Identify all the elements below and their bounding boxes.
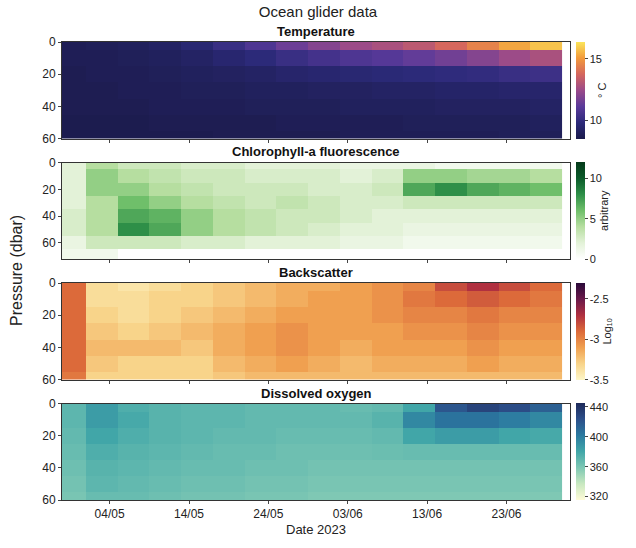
- svg-text:14/05: 14/05: [174, 507, 204, 521]
- svg-text:20: 20: [42, 183, 56, 197]
- svg-text:Pressure (dbar): Pressure (dbar): [8, 215, 25, 326]
- svg-text:60: 60: [42, 373, 56, 387]
- svg-text:10: 10: [590, 114, 602, 126]
- svg-text:Log₁₀: Log₁₀: [601, 318, 613, 345]
- svg-text:-3: -3: [590, 333, 600, 345]
- svg-text:60: 60: [42, 236, 56, 250]
- svg-text:20: 20: [42, 67, 56, 81]
- svg-text:10: 10: [590, 172, 602, 184]
- svg-text:0: 0: [49, 35, 56, 49]
- svg-text:0: 0: [49, 397, 56, 411]
- svg-text:20: 20: [42, 308, 56, 322]
- svg-text:0: 0: [590, 253, 596, 265]
- svg-text:Ocean glider data: Ocean glider data: [259, 3, 378, 20]
- svg-text:Date 2023: Date 2023: [286, 522, 346, 537]
- svg-text:40: 40: [42, 341, 56, 355]
- svg-text:13/06: 13/06: [412, 507, 442, 521]
- svg-text:15: 15: [590, 53, 602, 65]
- svg-text:400: 400: [590, 431, 608, 443]
- svg-text:0: 0: [49, 276, 56, 290]
- svg-text:60: 60: [42, 493, 56, 507]
- svg-text:40: 40: [42, 100, 56, 114]
- svg-text:440: 440: [590, 401, 608, 413]
- svg-text:Dissolved oxygen: Dissolved oxygen: [261, 386, 372, 401]
- svg-text:° C: ° C: [596, 82, 608, 97]
- svg-text:40: 40: [42, 461, 56, 475]
- svg-text:arbitrary: arbitrary: [598, 190, 610, 231]
- svg-text:24/05: 24/05: [253, 507, 283, 521]
- svg-text:Backscatter: Backscatter: [279, 265, 353, 280]
- svg-text:0: 0: [49, 156, 56, 170]
- svg-text:03/06: 03/06: [333, 507, 363, 521]
- svg-text:40: 40: [42, 209, 56, 223]
- svg-text:Chlorophyll-a fluorescence: Chlorophyll-a fluorescence: [232, 144, 400, 159]
- svg-text:-2.5: -2.5: [590, 293, 609, 305]
- svg-text:320: 320: [590, 490, 608, 502]
- svg-text:Temperature: Temperature: [277, 24, 355, 39]
- svg-text:04/05: 04/05: [95, 507, 125, 521]
- svg-text:-3.5: -3.5: [590, 374, 609, 386]
- svg-text:5: 5: [590, 213, 596, 225]
- svg-text:60: 60: [42, 132, 56, 146]
- svg-text:360: 360: [590, 461, 608, 473]
- svg-text:20: 20: [42, 429, 56, 443]
- svg-text:23/06: 23/06: [491, 507, 521, 521]
